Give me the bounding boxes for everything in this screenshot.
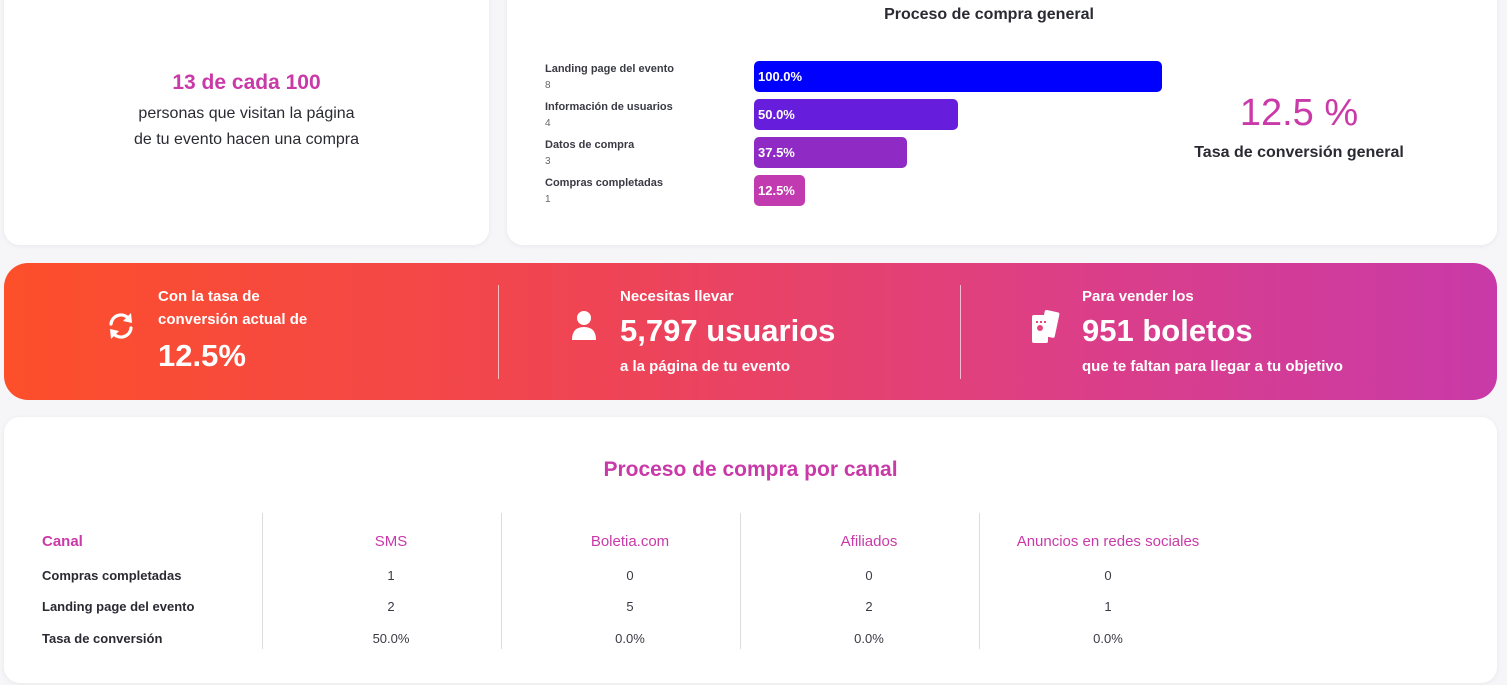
channels-card: Proceso de compra por canal Canal SMS Bo…: [4, 417, 1497, 683]
funnel-stage-name: Compras completadas: [545, 177, 663, 189]
table-cell: 0.0%: [615, 631, 645, 646]
table-cell: 0.0%: [1093, 631, 1123, 646]
column-separator: [262, 513, 263, 649]
refresh-icon: [109, 313, 133, 339]
funnel-bar-label: 50.0%: [758, 107, 795, 122]
table-cell: 0: [626, 568, 634, 583]
projection-banner: Con la tasa de conversión actual de 12.5…: [4, 263, 1497, 400]
table-cell: 50.0%: [372, 631, 410, 646]
funnel-stage-name: Información de usuarios: [545, 101, 673, 113]
funnel-bar: [754, 137, 907, 168]
column-header-canal: Canal: [42, 533, 83, 550]
table-cell: 0: [865, 568, 873, 583]
column-separator: [740, 513, 741, 649]
column-separator: [979, 513, 980, 649]
banner-rate-line-2: conversión actual de: [158, 311, 308, 328]
funnel-stage-name: Landing page del evento: [545, 63, 674, 75]
summary-headline: 13 de cada 100: [172, 71, 321, 94]
user-icon: [572, 311, 596, 340]
banner-users-label: Necesitas llevar: [620, 288, 734, 305]
column-header-sms: SMS: [374, 533, 408, 550]
banner-rate-line-1: Con la tasa de: [158, 288, 260, 305]
column-header-boletia: Boletia.com: [590, 533, 670, 550]
funnel-bar: [754, 99, 958, 130]
table-cell: 5: [626, 599, 634, 614]
row-label-compras: Compras completadas: [42, 568, 182, 583]
table-cell: 2: [865, 599, 873, 614]
tickets-icon: [1032, 310, 1060, 343]
summary-card: 13 de cada 100 personas que visitan la p…: [4, 0, 489, 245]
table-cell: 2: [387, 599, 395, 614]
conversion-rate-value: 12.5 %: [1239, 92, 1359, 134]
funnel-bar-label: 37.5%: [758, 145, 795, 160]
column-header-afiliados: Afiliados: [840, 533, 898, 550]
summary-line-1: personas que visitan la página: [138, 105, 355, 122]
column-separator: [501, 513, 502, 649]
summary-line-2: de tu evento hacen una compra: [133, 131, 360, 148]
banner-users-sub: a la página de tu evento: [620, 358, 791, 375]
funnel-bar: [754, 61, 1162, 92]
funnel-card: Proceso de compra general Landing page d…: [507, 0, 1497, 245]
row-label-landing: Landing page del evento: [42, 599, 195, 614]
funnel-bar: [754, 175, 805, 206]
funnel-title: Proceso de compra general: [884, 6, 1094, 23]
channels-title: Proceso de compra por canal: [603, 458, 898, 481]
banner-rate-value: 12.5%: [158, 338, 246, 373]
banner-users-value: 5,797 usuarios: [620, 313, 836, 348]
banner-tickets-sub: que te faltan para llegar a tu objetivo: [1082, 358, 1343, 375]
funnel-stage-count: 4: [545, 118, 551, 129]
banner-tickets-label: Para vender los: [1082, 288, 1194, 305]
table-cell: 1: [387, 568, 395, 583]
conversion-rate-label: Tasa de conversión general: [1194, 144, 1404, 161]
table-cell: 0.0%: [854, 631, 884, 646]
row-label-tasa: Tasa de conversión: [42, 631, 163, 646]
funnel-stage-count: 1: [545, 194, 551, 205]
funnel-bar-label: 100.0%: [758, 69, 803, 84]
column-header-anuncios: Anuncios en redes sociales: [1016, 533, 1200, 550]
funnel-stage-count: 8: [545, 80, 551, 91]
funnel-bar-label: 12.5%: [758, 183, 795, 198]
banner-divider: [960, 285, 961, 379]
banner-divider: [498, 285, 499, 379]
banner-tickets-value: 951 boletos: [1082, 313, 1253, 348]
table-cell: 1: [1104, 599, 1112, 614]
table-cell: 0: [1104, 568, 1112, 583]
funnel-stage-name: Datos de compra: [545, 139, 635, 151]
funnel-stage-count: 3: [545, 156, 551, 167]
